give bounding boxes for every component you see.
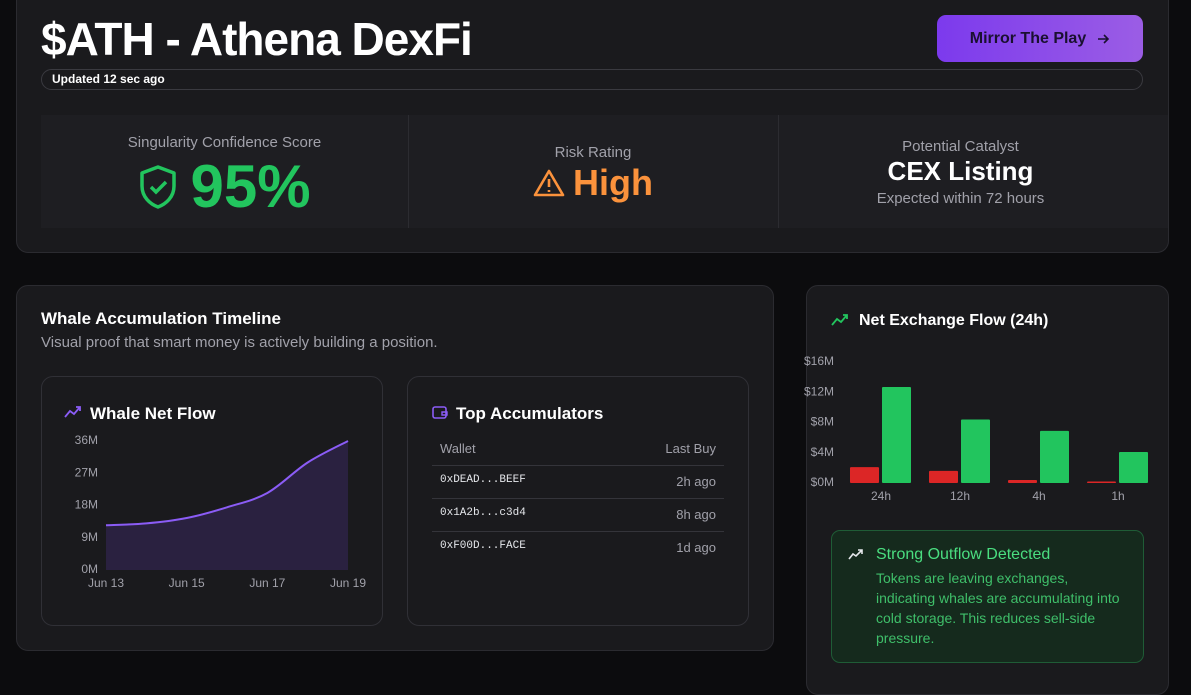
y-tick-label: 0M — [81, 562, 98, 576]
table-title: Top Accumulators — [456, 404, 604, 423]
divider — [778, 115, 779, 228]
warning-icon — [533, 169, 565, 197]
alert-text: Tokens are leaving exchanges, indicating… — [876, 570, 1120, 646]
shield-icon — [140, 164, 177, 209]
chart-title: Net Exchange Flow (24h) — [859, 312, 1049, 329]
button-label: Mirror The Play — [969, 29, 1087, 47]
trend-icon — [64, 406, 81, 418]
divider — [408, 115, 409, 228]
bar — [882, 386, 911, 483]
bar — [1008, 479, 1037, 483]
y-tick-label: $12M — [804, 384, 834, 398]
bar — [961, 419, 990, 483]
x-tick-label: 4h — [1032, 489, 1045, 503]
page: Dashboard { "header": {"title": "$ATH - … — [16, 0, 1169, 695]
row-divider — [432, 465, 724, 466]
x-tick-label: Jun 15 — [169, 576, 205, 590]
chart-title: Whale Net Flow — [90, 404, 216, 423]
updated-pill: Updated 12 sec ago — [41, 69, 1143, 90]
arrow-icon — [1098, 33, 1110, 44]
y-tick-label: 18M — [75, 498, 98, 512]
token-title: $ATH - Athena DexFi — [41, 13, 473, 65]
x-tick-label: 24h — [871, 489, 891, 503]
updated-text: Updated 12 sec ago — [52, 72, 165, 86]
accumulators-card — [407, 376, 749, 626]
confidence-score: 95% — [190, 153, 311, 220]
metric-label: Potential Catalyst — [902, 138, 1019, 155]
bar — [929, 470, 958, 483]
y-tick-label: $16M — [804, 354, 834, 368]
y-tick-label: $8M — [811, 415, 834, 429]
metric-value-row: 95% — [41, 152, 408, 221]
bar — [1040, 430, 1069, 483]
flow-line — [105, 440, 349, 527]
metric-label: Risk Rating — [554, 144, 632, 161]
section-title: Whale Accumulation Timeline — [41, 309, 281, 328]
catalyst: CEX Listing — [887, 156, 1034, 186]
wallet: 0xDEAD...BEEF — [440, 474, 526, 486]
catalyst-note: Expected within 72 hours — [876, 190, 1045, 207]
last-buy: 1d ago — [676, 540, 716, 555]
x-tick-label: 1h — [1111, 489, 1124, 503]
trend-icon — [831, 314, 848, 326]
y-tick-label: 9M — [81, 530, 98, 544]
row-divider — [432, 498, 724, 499]
x-tick-label: Jun 19 — [330, 576, 366, 590]
y-tick-label: 36M — [75, 433, 98, 447]
x-tick-label: Jun 17 — [249, 576, 285, 590]
body: $ATH - Athena DexFi Mirror The Play Upda… — [16, 0, 1169, 695]
wallet-icon — [432, 406, 448, 419]
alert-box — [831, 530, 1144, 663]
alert-title: Strong Outflow Detected — [876, 546, 1051, 563]
column-header: Last Buy — [665, 441, 716, 456]
x-tick-label: Jun 13 — [88, 576, 124, 590]
area-fill — [106, 441, 348, 570]
y-tick-label: 27M — [75, 465, 98, 479]
metric-label: Singularity Confidence Score — [127, 134, 322, 151]
bar — [1119, 451, 1148, 483]
bar — [850, 467, 879, 483]
alert-icon — [848, 549, 863, 560]
wallet: 0xF00D...FACE — [440, 540, 526, 552]
x-tick-label: 12h — [950, 489, 970, 503]
chart-layer: 0M 9M 18M 27M 36M Jun 13 Jun 15 Jun 17 Jun 19 $0M… — [75, 354, 1148, 590]
wallet: 0x1A2b...c3d4 — [440, 507, 526, 519]
mirror-button[interactable]: Mirror The Play — [937, 15, 1143, 62]
metric-value-row: High — [408, 162, 778, 204]
column-header: Wallet — [440, 441, 476, 456]
bar — [1087, 481, 1116, 483]
row-divider — [432, 531, 724, 532]
y-tick-label: $0M — [811, 475, 834, 489]
last-buy: 8h ago — [676, 507, 716, 522]
section-subtitle: Visual proof that smart money is activel… — [41, 334, 438, 351]
metrics-row — [41, 115, 1168, 228]
y-tick-label: $4M — [811, 445, 834, 459]
last-buy: 2h ago — [676, 474, 716, 489]
risk-rating: High — [573, 162, 653, 203]
